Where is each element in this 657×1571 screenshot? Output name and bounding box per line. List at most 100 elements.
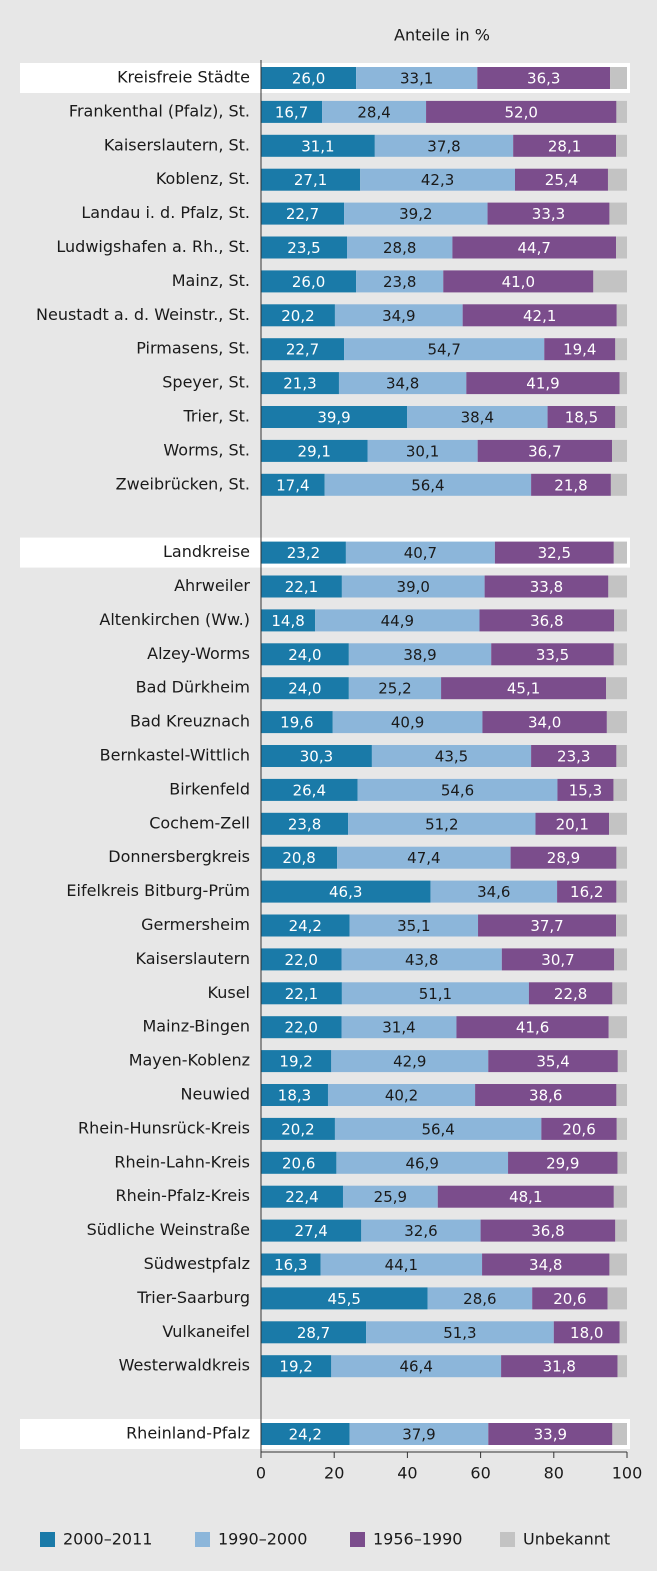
value-label: 36,8 [530, 612, 563, 630]
value-label: 48,1 [509, 1188, 542, 1206]
bar-segment [610, 473, 627, 496]
value-label: 35,1 [397, 917, 430, 935]
bar-segment [608, 1016, 627, 1039]
value-label: 31,1 [301, 137, 334, 155]
value-label: 25,4 [545, 171, 578, 189]
category-label: Frankenthal (Pfalz), St. [69, 101, 250, 120]
bar-segment [510, 846, 617, 869]
value-label: 44,1 [385, 1256, 418, 1274]
bar-segment [606, 711, 627, 734]
value-label: 14,8 [271, 612, 304, 630]
category-label: Trier, St. [182, 407, 250, 426]
category-label: Kreisfreie Städte [117, 68, 250, 87]
value-label: 33,1 [400, 70, 433, 88]
value-label: 19,2 [279, 1358, 312, 1376]
bar-segment [609, 1253, 627, 1276]
bar-segment [341, 982, 529, 1005]
value-label: 46,3 [329, 883, 362, 901]
bar-segment [477, 67, 611, 89]
value-label: 28,8 [383, 239, 416, 257]
bar-segment [348, 643, 492, 666]
value-label: 26,0 [292, 273, 325, 291]
value-label: 42,9 [393, 1053, 426, 1071]
legend-swatch [500, 1532, 515, 1547]
bar-segment [426, 100, 617, 123]
value-label: 41,0 [502, 273, 535, 291]
bar-segment [347, 236, 453, 259]
category-label: Ludwigshafen a. Rh., St. [56, 237, 250, 256]
bar-segment [367, 439, 478, 462]
value-label: 23,2 [287, 544, 320, 562]
bar-segment [616, 914, 627, 937]
value-label: 44,9 [381, 612, 414, 630]
bar-segment [513, 134, 617, 157]
bar-segment [360, 168, 516, 191]
bar-segment [617, 1050, 627, 1073]
bar-segment [261, 1050, 332, 1073]
value-label: 45,5 [328, 1290, 361, 1308]
value-label: 28,9 [547, 849, 580, 867]
value-label: 22,1 [285, 578, 318, 596]
value-label: 36,3 [527, 70, 560, 88]
value-label: 56,4 [411, 476, 444, 494]
bar-segment [532, 1287, 608, 1310]
bar-segment [341, 948, 502, 971]
bar-segment [612, 982, 627, 1005]
bar-segment [544, 338, 616, 361]
bar-segment [437, 1185, 614, 1208]
bar-segment [613, 541, 627, 564]
bar-segment [478, 914, 617, 937]
bar-segment [261, 643, 349, 666]
bar-segment [371, 745, 532, 767]
bar-segment [261, 439, 368, 462]
value-label: 16,3 [274, 1256, 307, 1274]
bar-segment [614, 948, 627, 971]
value-label: 25,2 [378, 680, 411, 698]
value-label: 22,7 [286, 341, 319, 359]
value-label: 30,7 [541, 951, 574, 969]
bar-segment [593, 270, 627, 293]
category-label: Kaiserslautern [136, 949, 251, 968]
bar-segment [261, 1016, 342, 1039]
value-label: 22,0 [285, 1019, 318, 1037]
bar-segment [608, 575, 627, 598]
value-label: 24,0 [288, 680, 321, 698]
bar-segment [356, 67, 478, 89]
value-label: 45,1 [507, 680, 540, 698]
value-label: 43,8 [405, 951, 438, 969]
bar-segment [261, 677, 349, 700]
bar-segment [341, 1016, 457, 1039]
bar-segment [482, 1253, 610, 1276]
bar-segment [261, 778, 358, 801]
category-label: Mainz, St. [172, 271, 250, 290]
value-label: 34,0 [528, 714, 561, 732]
value-label: 20,6 [553, 1290, 586, 1308]
bar-segment [616, 880, 627, 903]
value-label: 27,1 [294, 171, 327, 189]
bar-segment [261, 1287, 428, 1310]
bar-segment [615, 406, 627, 428]
value-label: 29,1 [298, 442, 331, 460]
value-label: 28,6 [463, 1290, 496, 1308]
bar-segment [501, 1355, 618, 1378]
bar-segment [344, 202, 488, 225]
value-label: 28,1 [548, 137, 581, 155]
category-label: Zweibrücken, St. [116, 474, 250, 493]
bar-segment [553, 1321, 620, 1344]
bar-segment [610, 67, 627, 89]
legend-label: 2000–2011 [63, 1530, 152, 1549]
category-label: Bad Kreuznach [130, 712, 250, 731]
value-label: 23,3 [557, 748, 590, 766]
bar-segment [427, 1287, 533, 1310]
value-label: 37,7 [530, 917, 563, 935]
category-label: Worms, St. [163, 440, 250, 459]
chart-title: Anteile in % [394, 26, 490, 45]
bar-segment [528, 982, 613, 1005]
value-label: 32,5 [538, 544, 571, 562]
value-label: 17,4 [276, 476, 309, 494]
legend-label: 1956–1990 [373, 1530, 462, 1549]
value-label: 33,5 [536, 646, 569, 664]
value-label: 33,3 [532, 205, 565, 223]
category-label: Mainz-Bingen [143, 1017, 251, 1036]
value-label: 19,2 [279, 1053, 312, 1071]
